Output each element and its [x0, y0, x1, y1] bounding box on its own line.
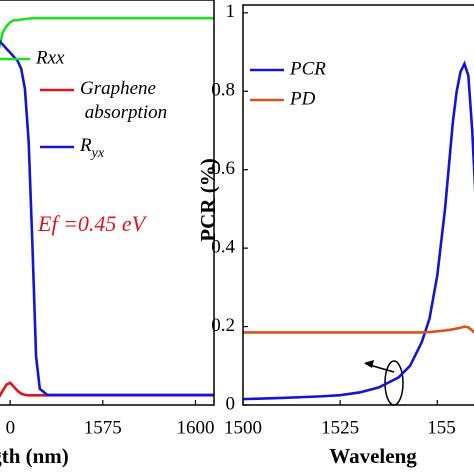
legend-label: Graphene absorption [80, 78, 167, 123]
y-tick-label: 0.4 [211, 236, 235, 257]
y-tick-label: 1 [226, 1, 236, 22]
x-tick-label: 1600 [176, 417, 214, 438]
x-tick-label: 1525 [321, 417, 359, 438]
legend-label: PD [289, 88, 316, 109]
y-tick-label: 0 [226, 393, 236, 414]
x-axis-label: gth (nm) [0, 444, 69, 468]
x-tick-label: 1575 [84, 417, 122, 438]
legend-word: Graphene [80, 78, 156, 99]
annotation-arrowhead [364, 360, 374, 368]
plot [243, 60, 474, 401]
x-tick-label: 1500 [224, 417, 262, 438]
legend-word: absorption [80, 102, 167, 123]
legend-label: Rxx [35, 47, 65, 68]
y-axis-label: PCR (%) [196, 158, 220, 241]
line-series [243, 325, 474, 335]
x-axis-label: Waveleng [329, 444, 417, 468]
line-series [243, 60, 474, 401]
x-tick-label: 0 [6, 417, 16, 438]
legend-label: PCR [289, 58, 326, 79]
y-tick-label: 0.2 [211, 315, 235, 336]
legend-main: R [79, 135, 92, 156]
x-tick-label: 155 [427, 417, 456, 438]
axes-frame [0, 0, 215, 406]
axes-frame [242, 4, 474, 406]
line-series [0, 16, 214, 49]
y-tick-label: 0.6 [211, 158, 235, 179]
legend-label: Ryx [79, 135, 105, 161]
annotation: Ef =0.45 eV [37, 211, 148, 236]
line-series [0, 39, 214, 397]
y-tick-label: 0.8 [211, 80, 235, 101]
legend-sub: yx [90, 146, 105, 161]
plot [0, 16, 214, 398]
